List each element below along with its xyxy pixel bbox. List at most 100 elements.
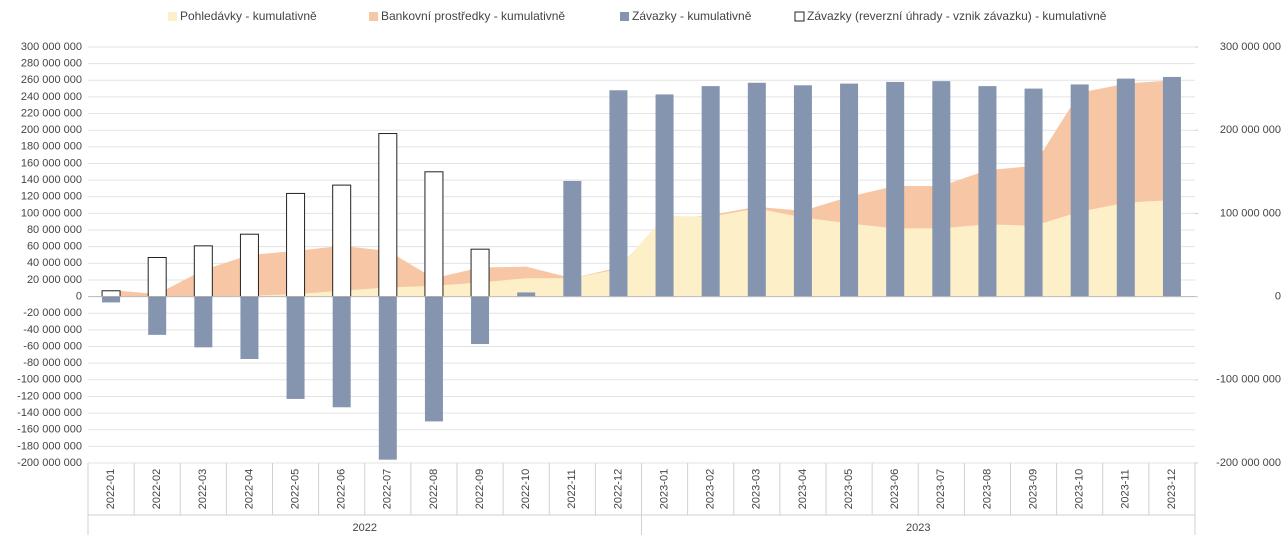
- bar: [609, 90, 628, 297]
- y-tick-label: -140 000 000: [17, 407, 82, 419]
- y2-tick-label: 300 000 000: [1220, 41, 1281, 53]
- x-tick-label: 2022-11: [566, 469, 578, 509]
- bar: [1070, 84, 1089, 297]
- y-tick-label: 80 000 000: [27, 224, 82, 236]
- y2-tick-label: -200 000 000: [1216, 457, 1281, 469]
- y2-tick-label: 100 000 000: [1220, 207, 1281, 219]
- x-tick-label: 2022-05: [289, 469, 301, 509]
- bar: [148, 296, 167, 335]
- x-tick-label: 2023-12: [1166, 469, 1178, 509]
- bar: [932, 81, 951, 297]
- y-tick-label: -160 000 000: [17, 424, 82, 436]
- y-tick-label: 220 000 000: [21, 107, 82, 119]
- y-tick-label: 180 000 000: [21, 141, 82, 153]
- x-tick-label: 2022-08: [428, 469, 440, 509]
- x-tick-label: 2023-07: [935, 469, 947, 509]
- bar-outline: [239, 233, 259, 298]
- y-tick-label: -60 000 000: [23, 340, 82, 352]
- y-tick-label: -40 000 000: [23, 324, 82, 336]
- y2-tick-label: -100 000 000: [1216, 374, 1281, 386]
- x-tick-label: 2022-06: [336, 469, 348, 509]
- legend-swatch: [369, 12, 378, 21]
- x-tick-label: 2022-02: [151, 469, 163, 509]
- y-tick-label: 60 000 000: [27, 241, 82, 253]
- y-tick-label: 140 000 000: [21, 174, 82, 186]
- bar: [840, 83, 859, 297]
- bar: [1162, 76, 1181, 297]
- bar-outline: [424, 171, 444, 298]
- y-tick-label: 240 000 000: [21, 91, 82, 103]
- bar-outline: [101, 290, 121, 298]
- legend-swatch: [620, 12, 629, 21]
- legend-label: Pohledávky - kumulativně: [180, 9, 317, 23]
- y2-tick-label: 200 000 000: [1220, 124, 1281, 136]
- x-tick-label: 2022-07: [382, 469, 394, 509]
- x-tick-label: 2023-04: [797, 469, 809, 509]
- bar-outline: [378, 133, 398, 298]
- legend: Pohledávky - kumulativně Bankovní prostře…: [168, 9, 1107, 23]
- y-tick-label: -120 000 000: [17, 390, 82, 402]
- y2-tick-label: 0: [1275, 291, 1281, 303]
- group-label: 2023: [906, 522, 930, 534]
- bar: [563, 180, 582, 297]
- y-tick-label: -100 000 000: [17, 374, 82, 386]
- legend-label: Závazky - kumulativně: [632, 9, 752, 23]
- x-tick-label: 2023-06: [889, 469, 901, 509]
- group-label: 2022: [353, 522, 377, 534]
- bar-outline: [470, 248, 490, 298]
- bar: [240, 296, 259, 359]
- x-tick-label: 2022-04: [243, 469, 255, 509]
- bar: [378, 296, 397, 460]
- bar: [102, 296, 121, 303]
- legend-swatch: [168, 12, 177, 21]
- x-tick-label: 2022-10: [520, 469, 532, 509]
- bar: [332, 296, 351, 408]
- bar-outline: [193, 245, 213, 298]
- x-tick-label: 2022-12: [612, 469, 624, 509]
- y-tick-label: 20 000 000: [27, 274, 82, 286]
- y-tick-label: 260 000 000: [21, 74, 82, 86]
- bar: [471, 296, 490, 345]
- bar-outline: [332, 184, 352, 298]
- y-tick-label: -200 000 000: [17, 457, 82, 469]
- bar: [793, 85, 812, 297]
- bar: [886, 81, 905, 297]
- x-tick-label: 2023-10: [1074, 469, 1086, 509]
- bar: [517, 292, 536, 297]
- x-tick-label: 2022-01: [105, 469, 117, 509]
- y-tick-label: -80 000 000: [23, 357, 82, 369]
- y-tick-label: -180 000 000: [17, 440, 82, 452]
- bar: [286, 296, 305, 399]
- bar: [194, 296, 213, 348]
- x-tick-label: 2022-09: [474, 469, 486, 509]
- x-tick-label: 2023-03: [751, 469, 763, 509]
- y-tick-label: -20 000 000: [23, 307, 82, 319]
- y-tick-label: 40 000 000: [27, 257, 82, 269]
- x-tick-label: 2023-05: [843, 469, 855, 509]
- bar: [747, 82, 766, 297]
- bar: [1116, 78, 1135, 297]
- legend-label: Závazky (reverzní úhrady - vznik závazku…: [807, 9, 1107, 23]
- bar: [655, 94, 674, 297]
- x-tick-label: 2023-01: [658, 469, 670, 509]
- y-tick-label: 160 000 000: [21, 157, 82, 169]
- x-tick-label: 2022-03: [197, 469, 209, 509]
- x-tick-label: 2023-02: [705, 469, 717, 509]
- bar-outline: [147, 256, 167, 298]
- x-tick-label: 2023-08: [981, 469, 993, 509]
- bar: [424, 296, 443, 422]
- y-tick-label: 120 000 000: [21, 191, 82, 203]
- y-tick-label: 300 000 000: [21, 41, 82, 53]
- y-tick-label: 280 000 000: [21, 58, 82, 70]
- y-tick-label: 0: [76, 291, 82, 303]
- y-tick-label: 100 000 000: [21, 207, 82, 219]
- legend-swatch: [794, 11, 805, 22]
- bar: [701, 86, 720, 297]
- bar: [1024, 88, 1043, 297]
- x-tick-label: 2023-09: [1027, 469, 1039, 509]
- bar-outline: [286, 192, 306, 298]
- y-tick-label: 200 000 000: [21, 124, 82, 136]
- x-tick-label: 2023-11: [1120, 469, 1132, 509]
- legend-label: Bankovní prostředky - kumulativně: [381, 9, 565, 23]
